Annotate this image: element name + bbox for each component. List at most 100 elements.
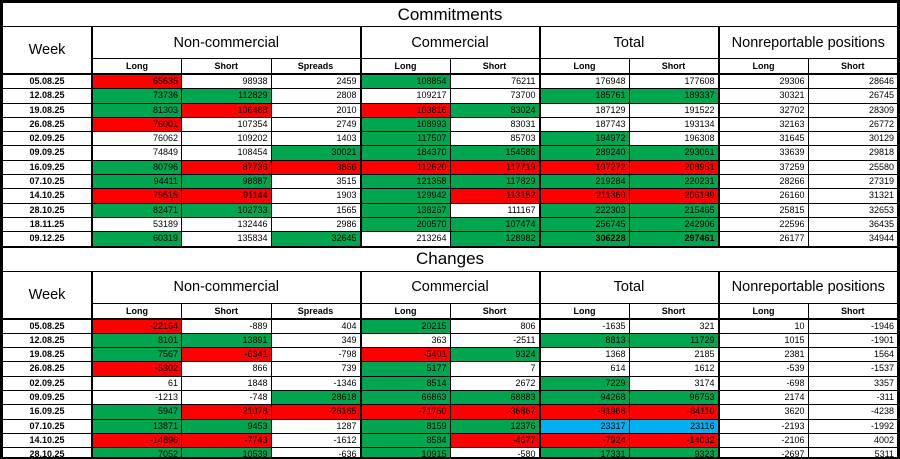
week-cell: 28.10.25 [2,202,93,218]
value-cell: 20215 [359,318,451,334]
table-row: 05.08.25 65635 98938 2459 108854 76211 176948 1… [2,73,898,90]
value-cell: 13891 [181,332,272,349]
value-cell: 154586 [449,145,540,161]
value-cell: 3357 [807,375,898,392]
value-cell: 2808 [270,88,361,104]
value-cell: 9324 [449,347,540,363]
value-cell: -1612 [270,432,361,449]
value-cell: 87736 [181,159,272,176]
changes-title: Changes [2,246,898,272]
value-cell: 66863 [359,390,451,406]
value-cell: 82471 [91,202,182,218]
value-cell: 3620 [717,404,809,420]
value-cell: -14896 [91,432,182,449]
value-cell: 36435 [807,216,898,233]
value-cell: -84110 [628,404,719,420]
table-row: 07.10.25 13871 9453 1287 8159 12376 23317 23116… [2,418,898,434]
value-cell: 256745 [538,216,630,233]
value-cell: -748 [181,390,272,406]
value-cell: 2174 [717,390,809,406]
value-cell: 219284 [538,174,630,190]
value-cell: 79515 [91,188,182,204]
value-cell: 2459 [270,73,361,90]
value-cell: 23317 [538,418,630,434]
value-cell: -14032 [628,432,719,449]
value-cell: 1564 [807,347,898,363]
value-cell: 80796 [91,159,182,176]
value-cell: 1848 [181,375,272,392]
table-row: 26.08.25 -5302 866 739 5177 7 614 1612 -539 -1537 [2,361,898,377]
value-cell: 363 [359,332,451,349]
week-cell: 09.12.25 [2,231,93,247]
week-column-header: Week [2,270,93,320]
value-cell: 108854 [359,73,451,90]
value-cell: 297461 [628,231,719,247]
value-cell: 32645 [270,231,361,247]
value-cell: 121358 [359,174,451,190]
value-cell: 184370 [359,145,451,161]
value-cell: 132446 [181,216,272,233]
week-cell: 09.09.25 [2,390,93,406]
week-column-header: Week [2,26,93,75]
value-cell: 27319 [807,174,898,190]
value-cell: 26772 [807,116,898,133]
value-cell: 2010 [270,102,361,118]
value-cell: 32163 [717,116,809,133]
value-cell: 117507 [359,131,451,147]
table-row: 02.09.25 61 1848 -1346 8514 2672 7229 3174 -698 3… [2,375,898,392]
value-cell: 1612 [628,361,719,377]
table-row: 09.09.25 74849 108454 30021 184370 154586 2892… [2,145,898,161]
value-cell: 3515 [270,174,361,190]
value-cell: -5302 [91,361,182,377]
value-cell: -36867 [449,404,540,420]
value-cell: 111167 [449,202,540,218]
value-cell: -889 [181,318,272,334]
value-cell: -21078 [181,404,272,420]
value-cell: 94268 [538,390,630,406]
value-cell: -2697 [717,447,809,457]
value-cell: 22596 [717,216,809,233]
value-cell: 30129 [807,131,898,147]
table-row: 02.09.25 76062 109202 1403 117507 85703 194972… [2,131,898,147]
col-header-t-long: Long [538,58,630,75]
value-cell: -22164 [91,318,182,334]
value-cell: 37259 [717,159,809,176]
value-cell: 29306 [717,73,809,90]
value-cell: -1635 [538,318,630,334]
value-cell: -1946 [807,318,898,334]
value-cell: 197272 [538,159,630,176]
value-cell: 83031 [449,116,540,133]
value-cell: 32702 [717,102,809,118]
value-cell: 112829 [181,88,272,104]
value-cell: -91968 [538,404,630,420]
week-cell: 18.11.25 [2,216,93,233]
value-cell: 10915 [359,447,451,457]
col-header-nc-short: Short [181,302,272,320]
value-cell: 5311 [807,447,898,457]
value-cell: -7924 [538,432,630,449]
group-header-nonreportable: Nonreportable positions [717,270,898,304]
value-cell: 8101 [91,332,182,349]
value-cell: 220231 [628,174,719,190]
week-cell: 28.10.25 [2,447,93,457]
col-header-c-long: Long [359,302,451,320]
value-cell: 17331 [538,447,630,457]
value-cell: -1992 [807,418,898,434]
title-row: Changes [2,246,898,272]
table-row: 16.09.25 5947 -21078 -26165 -71750 -36867 -919… [2,404,898,420]
value-cell: 26177 [717,231,809,247]
value-cell: 185761 [538,88,630,104]
value-cell: 176948 [538,73,630,90]
value-cell: 73700 [449,88,540,104]
value-cell: 208951 [628,159,719,176]
value-cell: 806 [449,318,540,334]
value-cell: 193134 [628,116,719,133]
value-cell: 321 [628,318,719,334]
group-header-total: Total [538,26,719,59]
value-cell: 30321 [717,88,809,104]
value-cell: 196308 [628,131,719,147]
col-header-nc-short: Short [181,58,272,75]
value-cell: 1287 [270,418,361,434]
value-cell: 117829 [449,174,540,190]
value-cell: 12376 [449,418,540,434]
